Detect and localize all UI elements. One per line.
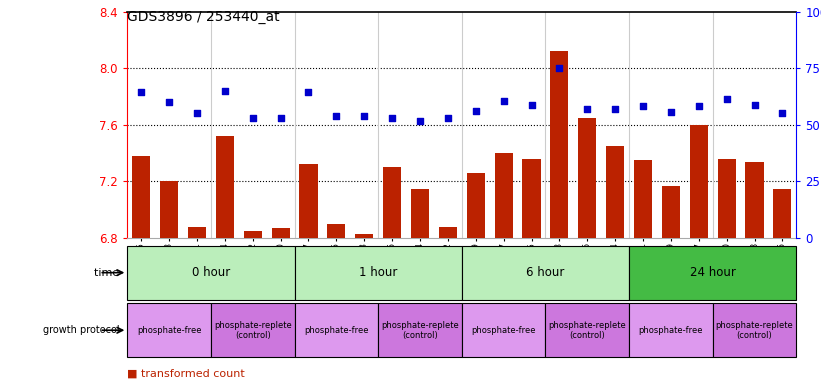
Text: phosphate-replete
(control): phosphate-replete (control)	[213, 321, 291, 340]
Bar	[378, 303, 461, 357]
Point	[190, 111, 204, 117]
Point	[302, 89, 315, 95]
Bar	[461, 246, 629, 300]
Bar	[160, 182, 178, 238]
Bar	[244, 231, 262, 238]
Text: GDS3896 / 253440_at: GDS3896 / 253440_at	[127, 10, 280, 23]
Text: 24 hour: 24 hour	[690, 266, 736, 279]
Text: phosphate-free: phosphate-free	[639, 326, 703, 335]
Bar	[494, 153, 512, 238]
Bar	[718, 159, 736, 238]
Bar	[606, 146, 624, 238]
Bar	[634, 160, 652, 238]
Point	[274, 115, 287, 121]
Point	[664, 109, 677, 115]
Bar	[690, 125, 708, 238]
Bar	[295, 246, 461, 300]
Bar	[411, 189, 429, 238]
Text: 1 hour: 1 hour	[359, 266, 397, 279]
Point	[525, 102, 538, 108]
Text: 0 hour: 0 hour	[192, 266, 230, 279]
Point	[748, 102, 761, 108]
Text: phosphate-free: phosphate-free	[471, 326, 536, 335]
Point	[720, 96, 733, 103]
Bar	[383, 167, 401, 238]
Point	[330, 113, 343, 119]
Bar	[127, 303, 211, 357]
Point	[386, 115, 399, 121]
Bar	[461, 303, 545, 357]
Point	[608, 106, 621, 112]
Bar	[188, 227, 206, 238]
Point	[442, 115, 455, 121]
Point	[358, 113, 371, 119]
Bar	[629, 303, 713, 357]
Bar	[127, 246, 295, 300]
Text: ■ transformed count: ■ transformed count	[127, 369, 245, 379]
Bar	[438, 227, 457, 238]
Text: phosphate-free: phosphate-free	[137, 326, 201, 335]
Bar	[211, 303, 295, 357]
Bar	[295, 303, 378, 357]
Text: phosphate-free: phosphate-free	[304, 326, 369, 335]
Point	[135, 89, 148, 95]
Bar	[216, 136, 234, 238]
Point	[218, 88, 232, 94]
Text: phosphate-replete
(control): phosphate-replete (control)	[548, 321, 626, 340]
Bar	[328, 224, 346, 238]
Bar	[662, 186, 680, 238]
Point	[553, 65, 566, 71]
Bar	[578, 118, 596, 238]
Text: growth protocol: growth protocol	[44, 325, 123, 335]
Bar	[629, 246, 796, 300]
Bar	[545, 303, 629, 357]
Point	[692, 103, 705, 109]
Point	[580, 106, 594, 112]
Bar	[466, 173, 485, 238]
Point	[469, 108, 482, 114]
Point	[497, 98, 510, 104]
Bar	[355, 234, 374, 238]
Bar	[550, 51, 568, 238]
Point	[246, 115, 259, 121]
Bar	[773, 189, 791, 238]
Text: 6 hour: 6 hour	[526, 266, 565, 279]
Text: phosphate-replete
(control): phosphate-replete (control)	[381, 321, 459, 340]
Point	[414, 118, 427, 124]
Text: phosphate-replete
(control): phosphate-replete (control)	[716, 321, 793, 340]
Bar	[522, 159, 540, 238]
Point	[636, 103, 649, 109]
Bar	[300, 164, 318, 238]
Point	[163, 99, 176, 105]
Text: time: time	[94, 268, 123, 278]
Bar	[745, 162, 764, 238]
Bar	[132, 156, 150, 238]
Point	[776, 111, 789, 117]
Bar	[713, 303, 796, 357]
Bar	[272, 228, 290, 238]
